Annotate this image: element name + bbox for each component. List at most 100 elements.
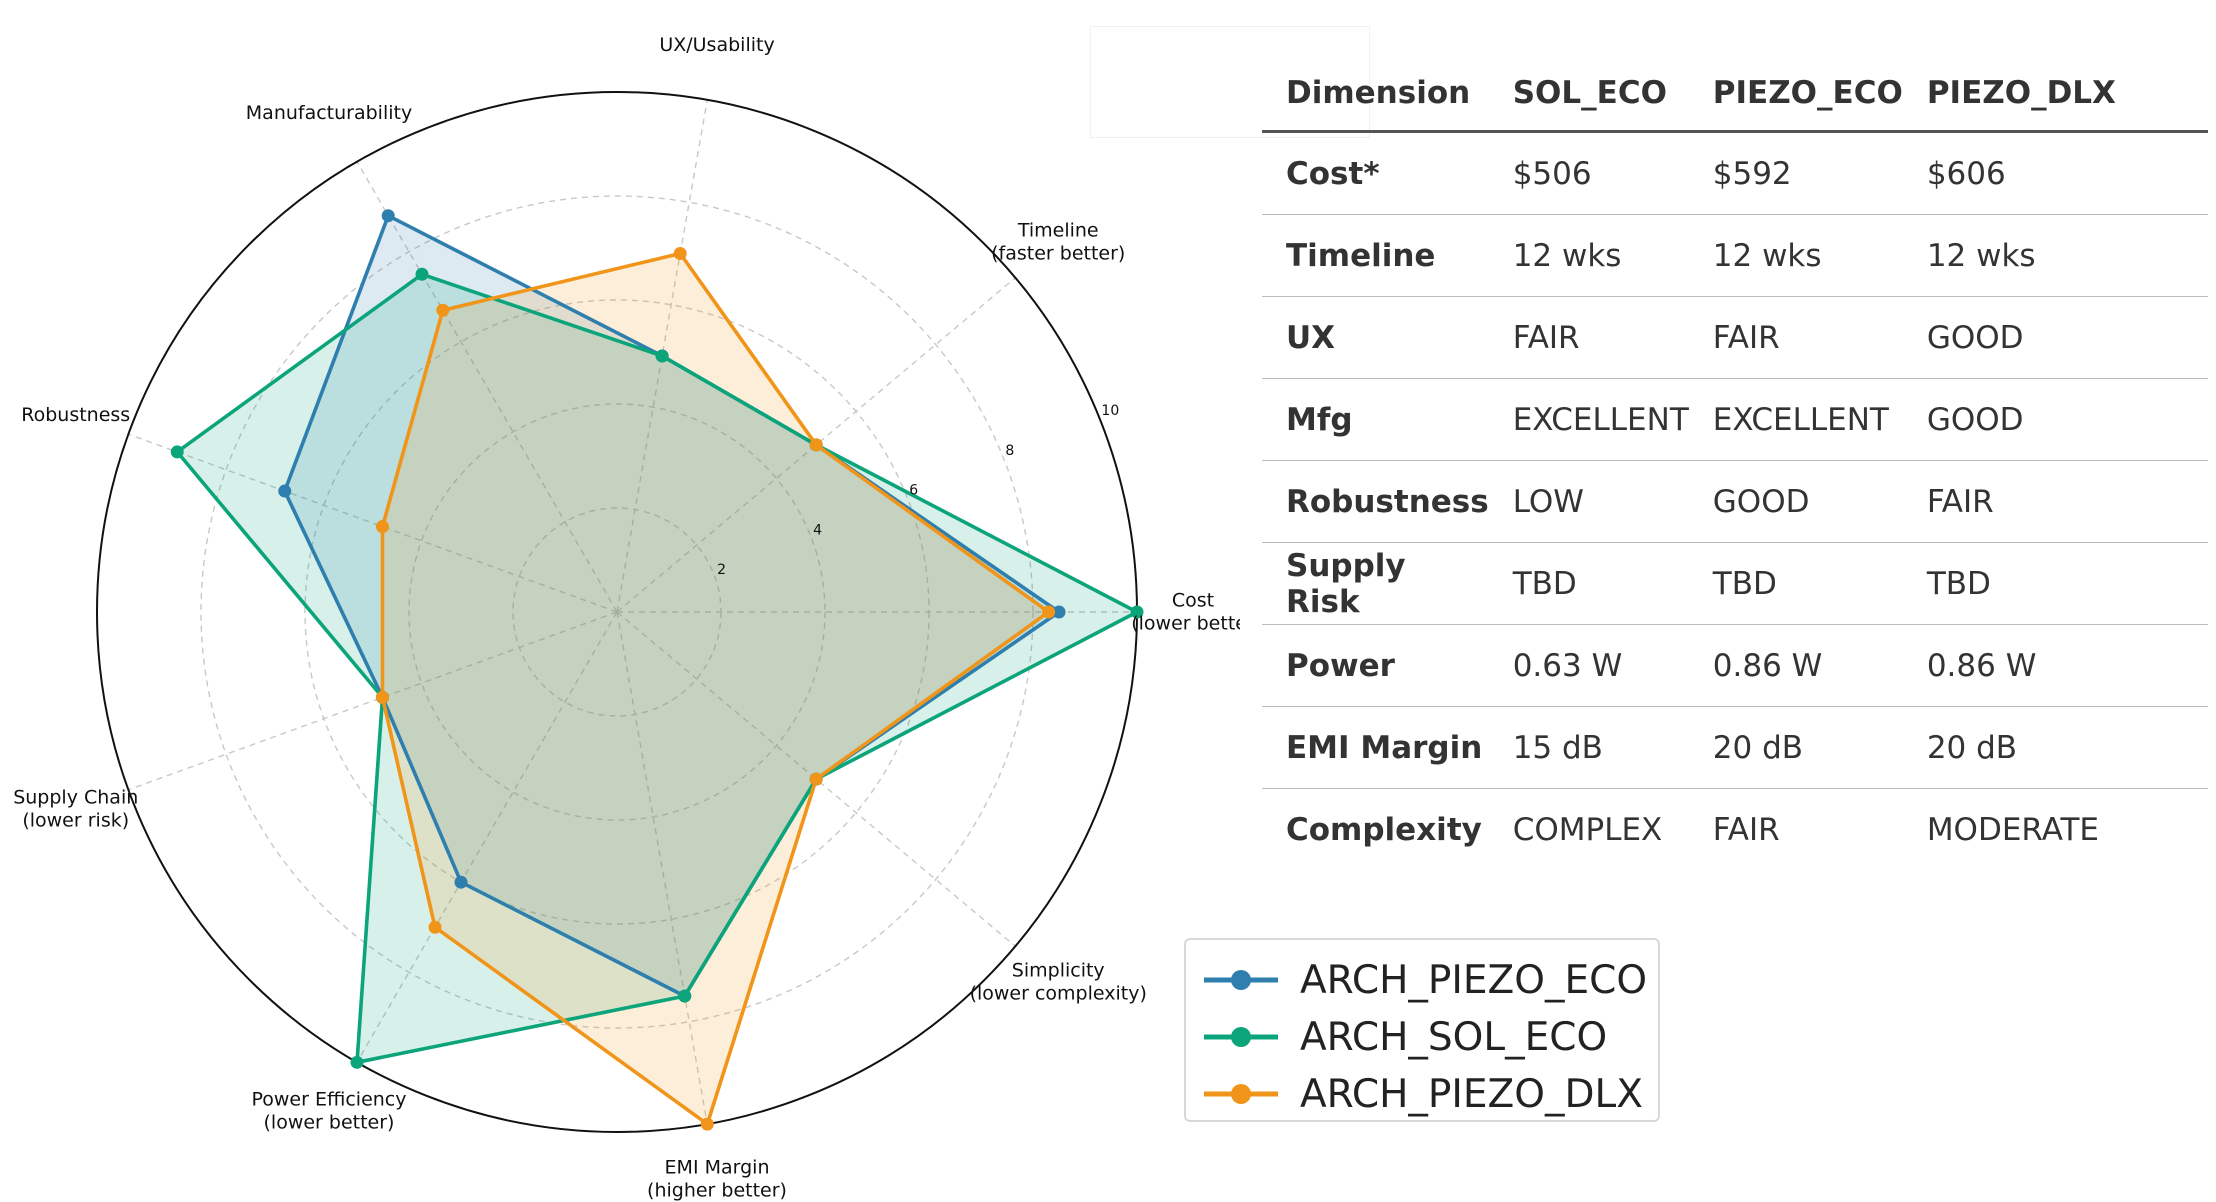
header-sol-eco: SOL_ECO: [1488, 56, 1689, 133]
grid-circle-8: [200, 195, 1034, 1029]
grid-spoke-5: [128, 611, 618, 791]
grid-spoke-4: [128, 433, 618, 613]
table-row: Timeline 12 wks 12 wks 12 wks: [1262, 214, 2208, 297]
table-cell: TBD: [1902, 542, 2208, 625]
series-point-1-3: [415, 267, 429, 281]
series-point-2-2: [673, 247, 687, 261]
radar-chart: Cost(lower better Timeline(faster better)…: [13, 34, 1240, 1202]
table-cell-dimension: Power: [1262, 624, 1489, 707]
table-cell: MODERATE: [1926, 811, 2100, 848]
table-row: Supply Risk TBD TBD TBD: [1262, 542, 2208, 625]
series-point-2-3: [436, 303, 450, 317]
table-cell: EXCELLENT: [1688, 378, 1903, 461]
table-cell: 12 wks: [1488, 214, 1689, 297]
radar-grid: [96, 91, 1138, 1133]
table-cell: TBD: [1488, 542, 1689, 625]
table-cell: EXCELLENT: [1488, 378, 1689, 461]
table-cell-dimension: Cost*: [1262, 131, 1489, 215]
series-area-1: [177, 274, 1137, 1063]
series-point-2-8: [809, 772, 823, 786]
radar-axis-labels: Cost(lower better Timeline(faster better)…: [13, 34, 1240, 1202]
series-point-0-0: [1052, 605, 1066, 619]
table-cell: LOW: [1488, 460, 1689, 543]
series-line-2: [380, 251, 1051, 1126]
legend-label: ARCH_PIEZO_DLX: [1300, 1071, 1643, 1117]
series-line-1: [175, 272, 1139, 1065]
radar-series: [170, 209, 1144, 1131]
table-header-row: Dimension SOL_ECO PIEZO_ECO PIEZO_DLX: [1262, 56, 2208, 133]
table-row: Cost* $506 $592 $606: [1262, 131, 2208, 215]
table-cell: 0.86 W: [1902, 624, 2208, 707]
legend-item: ARCH_SOL_ECO: [1200, 1011, 1607, 1063]
axis-label-1: Timeline (faster better): [991, 219, 1125, 264]
table-cell-dimension: Mfg: [1262, 378, 1489, 461]
grid-spoke-8: [616, 611, 1016, 947]
table-cell: COMPLEX: [1512, 811, 1663, 848]
grid-circle-4: [408, 403, 826, 821]
table-cell: 12 wks: [1688, 214, 1903, 297]
radial-tick-10: 10: [1101, 403, 1119, 419]
series-point-0-4: [278, 484, 292, 498]
comparison-table-panel: Dimension SOL_ECO PIEZO_ECO PIEZO_DLX Co…: [1262, 56, 2208, 870]
table-cell: 20 dB: [1688, 706, 1903, 789]
table-cell: 20 dB: [1902, 706, 2208, 789]
axis-label-3: Manufacturability: [246, 102, 412, 124]
table-cell-dimension: EMI Margin: [1262, 706, 1489, 789]
radial-tick-2: 2: [717, 562, 726, 578]
axis-label-4: Robustness: [21, 404, 130, 426]
chart-legend: ARCH_PIEZO_ECO ARCH_SOL_ECO ARCH_PIEZO_DLX: [1184, 938, 1660, 1122]
legend-label: ARCH_SOL_ECO: [1300, 1014, 1608, 1060]
series-point-1-2: [655, 349, 669, 363]
table-row: Mfg EXCELLENT EXCELLENT GOOD: [1262, 378, 2208, 461]
grid-spoke-6: [356, 611, 618, 1063]
table-row: Power 0.63 W 0.86 W 0.86 W: [1262, 624, 2208, 707]
legend-swatch: [1204, 970, 1278, 990]
axis-label-5: Supply Chain (lower risk): [13, 787, 138, 832]
series-point-1-7: [678, 989, 692, 1003]
table-row: UX FAIR FAIR GOOD: [1262, 296, 2208, 379]
legend-swatch: [1204, 1084, 1278, 1104]
table-cell: 0.63 W: [1488, 624, 1689, 707]
grid-spoke-1: [616, 277, 1016, 613]
axis-label-2: UX/Usability: [659, 34, 774, 56]
table-cell: GOOD: [1902, 296, 2208, 379]
table-cell: GOOD: [1902, 378, 2208, 461]
series-point-0-6: [454, 875, 468, 889]
table-row: Complexity COMPLEX FAIR MODERATE: [1262, 789, 2208, 871]
grid-spoke-3: [356, 161, 618, 613]
table-cell: $592: [1688, 131, 1903, 215]
header-piezo-dlx: PIEZO_DLX: [1902, 56, 2208, 133]
grid-spoke-2: [616, 99, 708, 613]
table-cell: 12 wks: [1902, 214, 2208, 297]
table-cell: TBD: [1688, 542, 1903, 625]
table-cell: FAIR: [1712, 811, 1780, 848]
table-cell: FAIR: [1902, 460, 2208, 543]
table-cell: 0.86 W: [1688, 624, 1903, 707]
legend-item: ARCH_PIEZO_ECO: [1200, 954, 1647, 1006]
comparison-table: Dimension SOL_ECO PIEZO_ECO PIEZO_DLX Co…: [1262, 56, 2208, 870]
table-row: Robustness LOW GOOD FAIR: [1262, 460, 2208, 543]
series-point-1-4: [170, 445, 184, 459]
radial-tick-6: 6: [909, 483, 918, 499]
series-point-2-0: [1042, 605, 1056, 619]
radar-radial-ticks: 2 4 6 8 10: [717, 403, 1119, 578]
series-area-0: [284, 215, 1059, 997]
grid-spoke-7: [616, 611, 708, 1125]
axis-label-8: Simplicity (lower complexity): [970, 960, 1147, 1005]
table-cell-dimension: Robustness: [1262, 460, 1489, 543]
table-cell-dimension: UX: [1262, 296, 1489, 379]
series-point-2-4: [375, 520, 389, 534]
series-point-2-5: [375, 690, 389, 704]
radial-tick-4: 4: [813, 522, 822, 538]
table-cell-dimension: Timeline: [1262, 214, 1489, 297]
table-cell: 15 dB: [1488, 706, 1689, 789]
series-point-2-6: [428, 920, 442, 934]
series-point-2-1: [809, 438, 823, 452]
table-cell: FAIR: [1488, 296, 1689, 379]
radial-tick-8: 8: [1005, 443, 1014, 459]
table-cell: GOOD: [1688, 460, 1903, 543]
series-point-1-0: [1130, 605, 1144, 619]
table-body: Cost* $506 $592 $606 Timeline 12 wks 12 wks 12 …: [1262, 131, 2208, 871]
table-cell-dimension: Supply Risk: [1262, 542, 1489, 625]
header-dimension: Dimension: [1262, 56, 1489, 133]
